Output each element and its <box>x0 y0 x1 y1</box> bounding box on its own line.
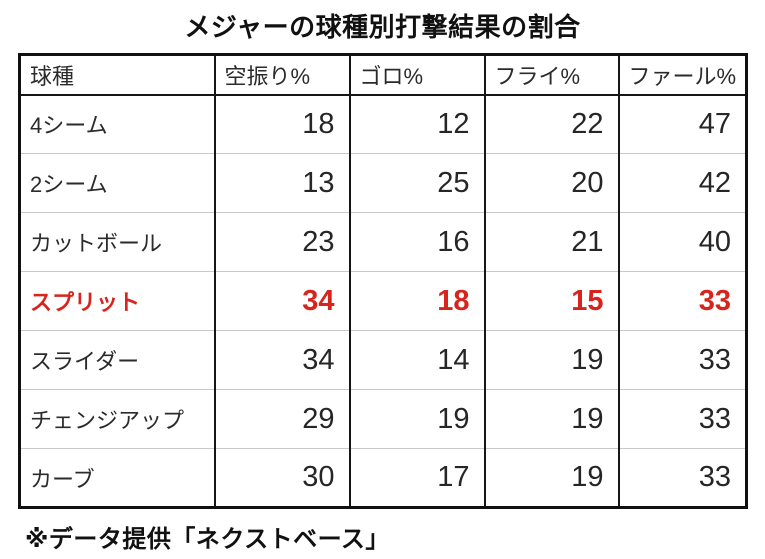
stat-value-cell: 17 <box>348 448 485 508</box>
stat-value-cell: 19 <box>348 389 485 449</box>
stat-value-cell: 25 <box>348 153 485 213</box>
stat-value-cell: 14 <box>348 330 485 390</box>
stat-value-cell: 13 <box>213 153 350 213</box>
header-cell-ground-ball: ゴロ% <box>348 54 485 96</box>
stat-value-cell: 19 <box>483 448 619 508</box>
stat-value-cell: 23 <box>213 212 350 272</box>
stat-value-cell: 34 <box>213 330 350 390</box>
stat-value-cell: 20 <box>483 153 619 213</box>
stat-value-cell: 12 <box>348 94 485 154</box>
stat-value-cell: 16 <box>348 212 485 272</box>
header-cell-fly-ball: フライ% <box>483 54 619 96</box>
stat-value-cell: 47 <box>617 94 747 154</box>
stat-value-cell: 18 <box>213 94 350 154</box>
pitch-name-cell: カットボール <box>19 212 215 272</box>
stat-value-cell: 33 <box>617 330 747 390</box>
page-title: メジャーの球種別打撃結果の割合 <box>184 12 581 42</box>
data-source-note: ※データ提供「ネクストベース」 <box>25 526 390 553</box>
stat-value-cell: 18 <box>348 271 485 331</box>
stat-value-cell: 33 <box>617 389 747 449</box>
stat-value-cell: 15 <box>483 271 619 331</box>
table-row: カットボール 23 16 21 40 <box>19 212 747 272</box>
header-cell-swinging-strike: 空振り% <box>213 54 350 96</box>
pitch-name-cell: 2シーム <box>19 153 215 213</box>
header-row: 球種 空振り% ゴロ% フライ% ファール% <box>19 54 747 96</box>
table-row: カーブ 30 17 19 33 <box>19 448 747 508</box>
stat-value-cell: 29 <box>213 389 350 449</box>
stat-value-cell: 22 <box>483 94 619 154</box>
table-row: 4シーム 18 12 22 47 <box>20 94 747 154</box>
stat-value-cell: 19 <box>483 330 619 390</box>
pitch-name-cell: 4シーム <box>30 113 108 139</box>
pitch-name-cell: カーブ <box>19 448 215 508</box>
stat-value-cell: 30 <box>213 448 350 508</box>
pitch-results-table: 球種 空振り% ゴロ% フライ% ファール% 4シーム 18 12 22 47 … <box>18 53 748 509</box>
header-cell-pitch-type: 球種 <box>19 54 215 96</box>
table-row: チェンジアップ 29 19 19 33 <box>19 389 747 449</box>
pitch-name-cell: スライダー <box>19 330 215 390</box>
stat-value-cell: 42 <box>617 153 747 213</box>
stat-value-cell: 40 <box>617 212 747 272</box>
stat-value-cell: 21 <box>483 212 619 272</box>
pitch-name-cell: スプリット <box>19 271 215 331</box>
stat-value-cell: 34 <box>213 271 350 331</box>
table-row: スライダー 34 14 19 33 <box>19 330 747 390</box>
header-cell-foul: ファール% <box>617 54 747 96</box>
stat-value-cell: 19 <box>483 389 619 449</box>
stat-value-cell: 33 <box>617 271 747 331</box>
pitch-name-cell: チェンジアップ <box>19 389 215 449</box>
table-row: スプリット 34 18 15 33 <box>19 271 747 331</box>
table-row: 2シーム 13 25 20 42 <box>19 153 747 213</box>
stat-value-cell: 33 <box>617 448 747 508</box>
page: メジャーの球種別打撃結果の割合 球種 空振り% ゴロ% フライ% ファール% 4… <box>0 7 765 559</box>
